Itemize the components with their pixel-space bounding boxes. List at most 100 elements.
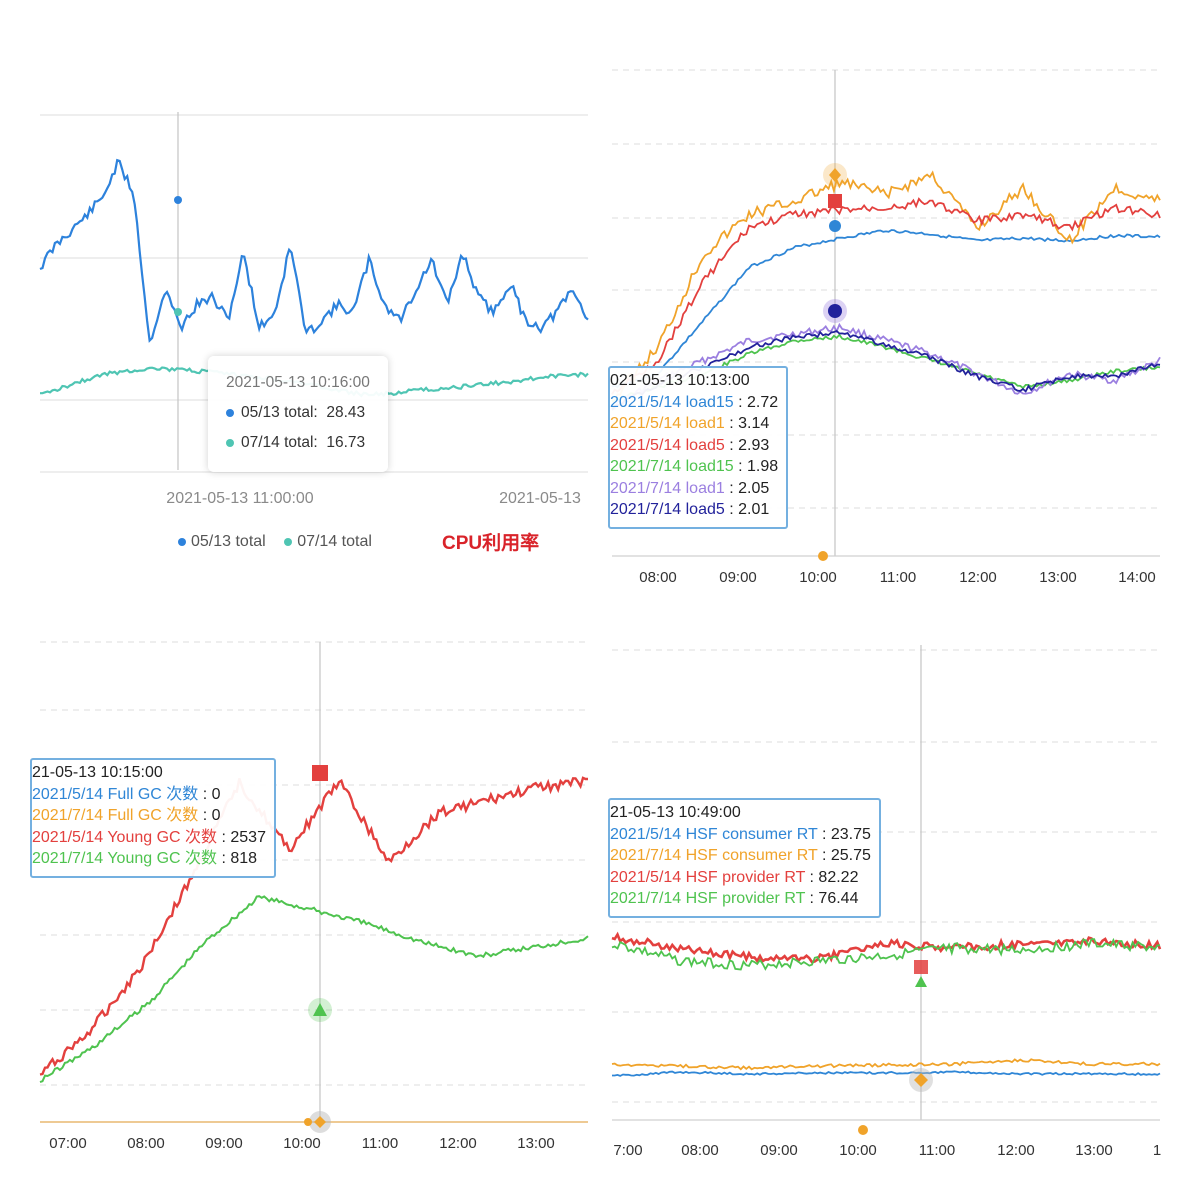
- x-tick-label: 09:00: [719, 569, 757, 586]
- tooltip-row: 2021/5/14 Young GC 次数 : 2537: [32, 827, 266, 849]
- tooltip-row-value: 3.14: [738, 415, 770, 432]
- chart-legend: 05/13 total 07/14 total: [178, 533, 386, 551]
- x-tick-label: 11:00: [361, 1135, 399, 1152]
- tooltip-row: 2021/7/14 load15 : 1.98: [610, 456, 778, 478]
- series-line: [611, 170, 1161, 404]
- hsf-chart-svg: [611, 645, 1162, 1135]
- tooltip-separator: :: [724, 501, 739, 518]
- tooltip-row: 2021/7/14 HSF provider RT : 76.44: [610, 888, 871, 910]
- tooltip-separator: :: [724, 436, 739, 454]
- cpu-tooltip-row: 07/14 total: 16.73: [226, 428, 370, 458]
- series-dot-icon: [226, 408, 234, 417]
- tooltip-row: 2021/5/14 HSF consumer RT : 23.75: [610, 824, 871, 846]
- tooltip-row-value: 0: [211, 807, 221, 824]
- cpu-chart-svg: [39, 112, 589, 473]
- hover-diamond-icon: [914, 1073, 928, 1087]
- series-line: [611, 197, 1161, 395]
- tooltip-row-label: 2021/7/14 load15: [610, 458, 734, 475]
- x-tick-label: 09:00: [205, 1135, 243, 1152]
- x-tick-label: 10:00: [283, 1135, 321, 1152]
- tooltip-row-value: 25.75: [830, 847, 871, 864]
- cpu-tooltip-title: 2021-05-13 10:16:00: [226, 374, 370, 391]
- tooltip-title: 021-05-13 10:13:00: [610, 372, 750, 389]
- tooltip-row-label: 2021/7/14 load1: [610, 479, 725, 497]
- tooltip-title: 21-05-13 10:49:00: [610, 804, 741, 821]
- hover-diamond-icon: [314, 1116, 326, 1128]
- consumer-rt-7-14-line: [611, 1058, 1161, 1071]
- x-tick-label: 7:00: [613, 1142, 643, 1159]
- consumer-rt-5-14-line: [612, 1070, 1161, 1077]
- tooltip-row-label: 2021/7/14 Full GC 次数: [32, 807, 199, 824]
- tooltip-row-label: 2021/5/14 Full GC 次数: [32, 785, 199, 803]
- tooltip-row-label: 2021/5/14 HSF provider RT: [610, 868, 806, 886]
- series-line: [611, 322, 1161, 411]
- tooltip-title: 21-05-13 10:15:00: [32, 764, 163, 781]
- legend-item[interactable]: 07/14 total: [284, 533, 372, 550]
- event-marker: [304, 1118, 312, 1126]
- tooltip-row-label: 07/14 total:: [241, 434, 318, 451]
- x-tick-label: 08:00: [681, 1142, 719, 1159]
- x-tick-label: 08:00: [639, 569, 677, 586]
- x-tick-label: 10:00: [799, 569, 837, 586]
- gc-tooltip: 21-05-13 10:15:00 2021/5/14 Full GC 次数 : …: [30, 758, 276, 878]
- tooltip-row-label: 2021/7/14 load5: [610, 501, 725, 518]
- load-tooltip: 021-05-13 10:13:00 2021/5/14 load15 : 2.7…: [608, 366, 789, 529]
- x-tick-label: 12:00: [439, 1135, 477, 1152]
- tooltip-separator: :: [805, 868, 819, 886]
- x-tick-label: 10:00: [839, 1142, 877, 1159]
- hsf-chart-panel: 21-05-13 10:49:00 2021/5/14 HSF consumer …: [600, 600, 1200, 1200]
- tooltip-row: 2021/5/14 Full GC 次数 : 0: [32, 784, 266, 806]
- event-marker: [818, 551, 828, 561]
- x-tick-label: 07:00: [49, 1135, 87, 1152]
- x-tick-label: 08:00: [127, 1135, 165, 1152]
- x-tick-label: 09:00: [760, 1142, 798, 1159]
- tooltip-row-label: 2021/7/14 Young GC 次数: [32, 850, 218, 867]
- tooltip-separator: :: [724, 479, 739, 497]
- hover-point: [829, 220, 841, 232]
- x-tick-label: 11:00: [918, 1142, 956, 1159]
- tooltip-separator: :: [817, 847, 831, 864]
- tooltip-row: 2021/7/14 HSF consumer RT : 25.75: [610, 845, 871, 867]
- tooltip-separator: :: [733, 393, 748, 411]
- tooltip-row-value: 0: [211, 785, 221, 803]
- tooltip-separator: :: [805, 890, 819, 907]
- young-gc-7-14-line: [39, 895, 589, 1084]
- tooltip-row-label: 2021/5/14 Young GC 次数: [32, 828, 218, 846]
- tooltip-row-value: 23.75: [830, 825, 871, 843]
- series-line-05-13: [39, 158, 589, 343]
- tooltip-row-value: 28.43: [326, 404, 366, 421]
- x-tick-label: 14:00: [1118, 569, 1156, 586]
- tooltip-row-label: 2021/5/14 load5: [610, 436, 725, 454]
- x-tick-label: 13:00: [1075, 1142, 1113, 1159]
- tooltip-separator: :: [217, 850, 231, 867]
- x-tick-label: 12:00: [959, 569, 997, 586]
- tooltip-row-label: 2021/7/14 HSF consumer RT: [610, 847, 818, 864]
- cpu-tooltip: 2021-05-13 10:16:00 05/13 total: 28.43 0…: [208, 356, 388, 472]
- tooltip-row-value: 2.01: [738, 501, 770, 518]
- tooltip-row-value: 1.98: [747, 458, 779, 475]
- tooltip-row: 2021/5/14 load1 : 3.14: [610, 413, 778, 435]
- x-tick-label: 1: [1152, 1142, 1162, 1159]
- tooltip-row-value: 2.93: [738, 436, 770, 454]
- tooltip-separator: :: [198, 807, 212, 824]
- legend-label: 05/13 total: [191, 533, 266, 550]
- series-dot-icon: [226, 438, 234, 447]
- hsf-tooltip: 21-05-13 10:49:00 2021/5/14 HSF consumer …: [608, 798, 881, 918]
- x-tick-label: 13:00: [1039, 569, 1077, 586]
- tooltip-row-label: 2021/5/14 load15: [610, 393, 734, 411]
- tooltip-separator: :: [217, 828, 231, 846]
- tooltip-row-value: 16.73: [326, 434, 366, 451]
- legend-item[interactable]: 05/13 total: [178, 533, 266, 550]
- tooltip-row-value: 2.72: [747, 393, 779, 411]
- tooltip-row: 2021/5/14 load15 : 2.72: [610, 392, 778, 414]
- young-gc-5-14-line: [39, 776, 588, 1076]
- legend-dot-icon: [284, 537, 293, 546]
- x-tick-label: 2021-05-13: [499, 490, 581, 507]
- tooltip-row-value: 2.05: [738, 479, 770, 497]
- tooltip-row: 2021/5/14 load5 : 2.93: [610, 435, 778, 457]
- tooltip-row: 2021/5/14 HSF provider RT : 82.22: [610, 867, 871, 889]
- tooltip-row-value: 2537: [230, 828, 266, 846]
- tooltip-separator: :: [817, 825, 831, 843]
- provider-rt-7-14-line: [611, 937, 1161, 971]
- event-marker: [858, 1125, 868, 1135]
